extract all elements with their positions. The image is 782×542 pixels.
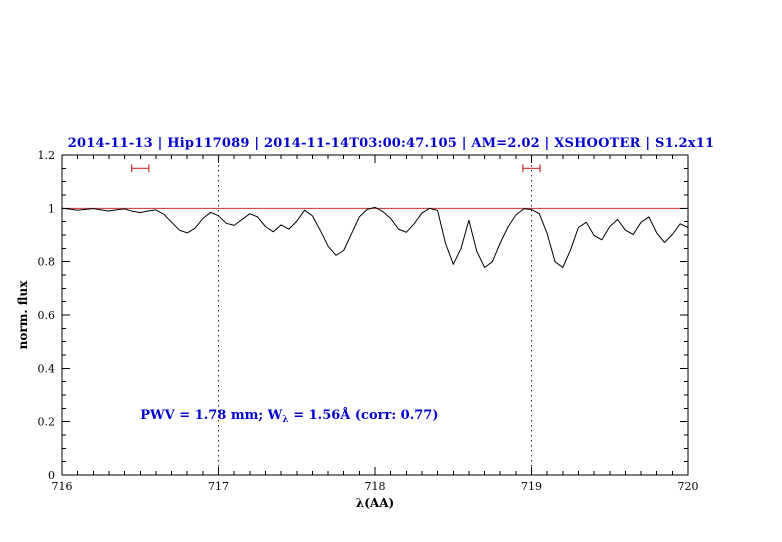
axis-ticks [61,154,689,476]
x-tick-label: 720 [678,480,699,493]
x-tick-label: 719 [521,480,542,493]
y-axis-label: norm. flux [16,280,30,350]
pwv-annotation-sub: λ [282,413,289,425]
y-tick-labels: 0 0.2 0.4 0.6 0.8 1 1.2 [38,149,56,482]
band-markers [131,164,541,173]
spectrum-line [61,206,689,268]
y-tick-label: 0.4 [38,362,56,375]
dotted-vlines [218,155,532,475]
y-tick-label: 1 [48,202,55,215]
x-axis-label: λ(AA) [355,496,395,510]
y-tick-label: 0.8 [38,256,56,269]
x-tick-label: 718 [365,480,386,493]
pwv-annotation-prefix: PWV = 1.78 mm; W [140,407,283,423]
chart-title: 2014-11-13 | Hip117089 | 2014-11-14T03:0… [67,136,715,151]
x-tick-labels: 716 717 718 719 720 [52,480,699,493]
y-tick-label: 0 [48,469,55,482]
x-tick-label: 717 [208,480,229,493]
pwv-annotation: PWV = 1.78 mm; Wλ = 1.56Å (corr: 0.77) [140,408,438,425]
pwv-annotation-suffix: = 1.56Å (corr: 0.77) [288,407,439,423]
axis-frame [61,154,689,476]
y-tick-label: 0.6 [38,309,56,322]
x-tick-label: 716 [52,480,73,493]
y-tick-label: 1.2 [38,149,56,162]
y-tick-label: 0.2 [38,416,56,429]
